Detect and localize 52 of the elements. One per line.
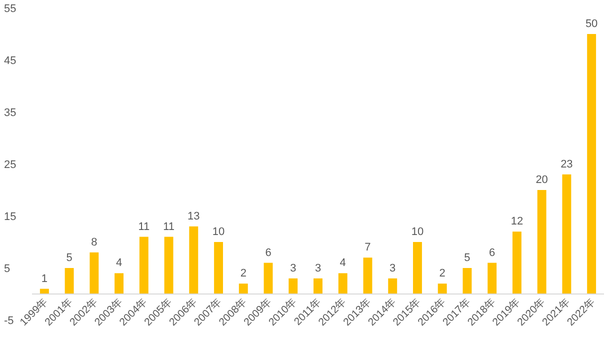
bar (438, 284, 447, 294)
data-label: 50 (585, 18, 598, 30)
bar (587, 34, 596, 294)
data-label: 1 (41, 272, 48, 285)
data-label: 5 (66, 252, 72, 264)
bar (488, 262, 497, 294)
bar (114, 273, 124, 294)
y-tick-label: -5 (4, 315, 14, 327)
bar (64, 268, 74, 294)
data-label: 3 (390, 262, 396, 274)
data-label: 5 (464, 252, 470, 264)
bar (413, 242, 422, 294)
bar (562, 174, 572, 294)
bar (164, 236, 174, 294)
bar (338, 273, 348, 294)
y-tick-label: 25 (4, 159, 16, 171)
data-label: 13 (188, 210, 200, 222)
data-label: 6 (265, 246, 272, 259)
bar (363, 258, 372, 294)
data-label: 10 (212, 226, 225, 238)
bar (462, 268, 472, 294)
data-label: 11 (163, 220, 174, 233)
y-tick-label: 35 (4, 107, 16, 119)
bar (189, 226, 198, 294)
data-label: 8 (91, 236, 98, 248)
data-label: 12 (510, 216, 524, 228)
bar (90, 252, 99, 294)
data-label: 10 (411, 226, 424, 238)
bar (314, 278, 322, 294)
data-label: 3 (314, 262, 322, 274)
bar (288, 278, 298, 294)
data-label: 3 (290, 262, 296, 274)
bar (512, 232, 522, 294)
data-label: 7 (364, 242, 371, 254)
bar (388, 278, 398, 294)
bar (264, 262, 273, 294)
bar (238, 284, 248, 294)
data-label: 6 (489, 246, 496, 259)
y-tick-label: 5 (4, 263, 10, 275)
data-label: 23 (560, 158, 573, 170)
bar (537, 190, 546, 294)
data-label: 11 (138, 220, 150, 233)
y-tick-label: 55 (4, 3, 16, 15)
bar (139, 236, 148, 294)
y-tick-label: 45 (4, 55, 16, 67)
data-label: 2 (240, 268, 246, 280)
data-label: 4 (340, 257, 346, 270)
data-label: 2 (439, 268, 446, 280)
bar (214, 242, 223, 294)
y-tick-label: 15 (4, 211, 16, 223)
data-label: 4 (116, 257, 122, 270)
data-label: 20 (536, 174, 548, 186)
